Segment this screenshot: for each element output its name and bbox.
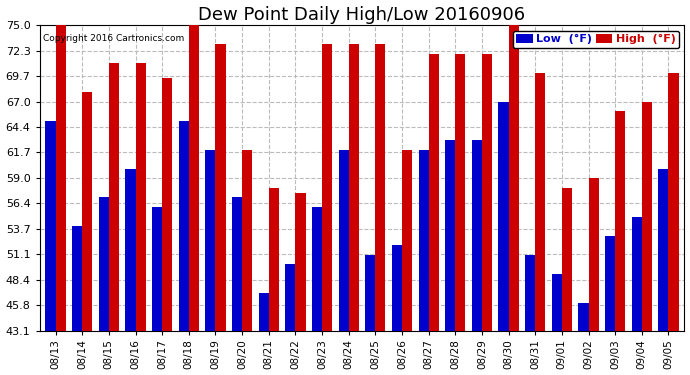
Bar — [232, 198, 242, 330]
Bar — [589, 178, 599, 330]
Bar — [509, 25, 519, 330]
Bar — [535, 73, 545, 330]
Bar — [135, 63, 146, 330]
Bar — [189, 15, 199, 330]
Bar — [348, 44, 359, 330]
Bar — [642, 102, 652, 330]
Bar — [215, 44, 226, 330]
Bar — [375, 44, 386, 330]
Bar — [605, 236, 615, 330]
Bar — [631, 217, 642, 330]
Bar — [126, 169, 135, 330]
Bar — [578, 303, 589, 330]
Bar — [179, 121, 189, 330]
Bar — [498, 102, 509, 330]
Title: Dew Point Daily High/Low 20160906: Dew Point Daily High/Low 20160906 — [199, 6, 526, 24]
Bar — [472, 140, 482, 330]
Bar — [339, 150, 348, 330]
Bar — [525, 255, 535, 330]
Bar — [445, 140, 455, 330]
Bar — [428, 54, 439, 330]
Bar — [455, 54, 465, 330]
Bar — [109, 63, 119, 330]
Bar — [259, 293, 268, 330]
Bar — [162, 78, 172, 330]
Bar — [46, 121, 56, 330]
Bar — [152, 207, 162, 330]
Bar — [206, 150, 215, 330]
Bar — [482, 54, 492, 330]
Bar — [312, 207, 322, 330]
Bar — [669, 73, 678, 330]
Bar — [242, 150, 253, 330]
Bar — [56, 25, 66, 330]
Legend: Low  (°F), High  (°F): Low (°F), High (°F) — [513, 31, 679, 48]
Bar — [392, 245, 402, 330]
Bar — [268, 188, 279, 330]
Bar — [562, 188, 572, 330]
Text: Copyright 2016 Cartronics.com: Copyright 2016 Cartronics.com — [43, 34, 184, 43]
Bar — [419, 150, 428, 330]
Bar — [285, 264, 295, 330]
Bar — [365, 255, 375, 330]
Bar — [658, 169, 669, 330]
Bar — [322, 44, 332, 330]
Bar — [82, 92, 92, 330]
Bar — [402, 150, 412, 330]
Bar — [72, 226, 82, 330]
Bar — [99, 198, 109, 330]
Bar — [552, 274, 562, 330]
Bar — [615, 111, 625, 330]
Bar — [295, 193, 306, 330]
